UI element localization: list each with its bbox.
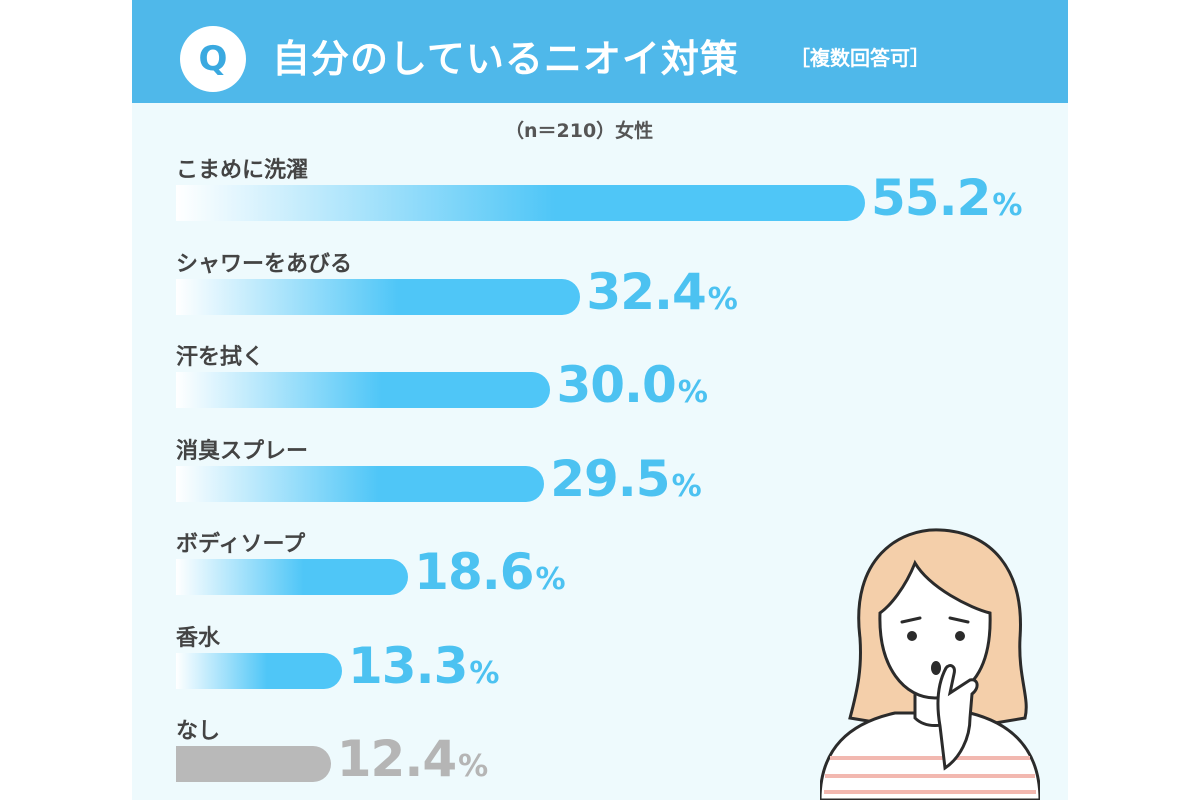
category-label: 汗を拭く <box>176 345 265 370</box>
value-label: 18.6% <box>414 543 565 601</box>
category-label: こまめに洗濯 <box>176 158 309 183</box>
category-label: 香水 <box>176 625 221 651</box>
value-number: 29.5 <box>550 449 670 508</box>
value-number: 13.3 <box>348 636 468 695</box>
percent-sign: % <box>992 188 1023 223</box>
value-label: 30.0% <box>556 356 707 414</box>
bar <box>176 559 409 595</box>
woman-thinking-icon <box>820 528 1040 800</box>
percent-sign: % <box>677 375 708 410</box>
value-label: 55.2% <box>871 169 1022 227</box>
question-header <box>132 0 1068 103</box>
value-label: 13.3% <box>348 637 499 695</box>
sample-size-note: （n＝210）女性 <box>505 120 654 142</box>
value-number: 12.4 <box>336 730 457 788</box>
bar <box>176 372 551 408</box>
bar <box>176 652 342 689</box>
value-number: 18.6 <box>414 543 534 601</box>
bar <box>176 746 331 782</box>
value-number: 32.4 <box>586 262 706 321</box>
category-label: 消臭スプレー <box>176 438 309 464</box>
bar <box>176 185 865 221</box>
question-title: 自分のしているニオイ対策 <box>272 37 739 81</box>
percent-sign: % <box>707 281 738 317</box>
multiple-answer-note: ［複数回答可］ <box>790 46 930 70</box>
bar <box>176 278 581 315</box>
category-label: シャワーをあびる <box>176 251 353 277</box>
value-number: 55.2 <box>871 169 991 227</box>
percent-sign: % <box>671 468 702 504</box>
value-label: 12.4% <box>337 730 488 788</box>
value-label: 32.4% <box>586 263 737 321</box>
value-label: 29.5% <box>550 450 701 508</box>
category-label: ボディソープ <box>176 532 306 557</box>
percent-sign: % <box>535 562 566 597</box>
q-badge: Q <box>180 26 246 92</box>
percent-sign: % <box>458 749 489 784</box>
percent-sign: % <box>469 655 500 691</box>
bar <box>176 465 545 502</box>
value-number: 30.0 <box>556 356 676 414</box>
category-label: なし <box>176 719 221 744</box>
